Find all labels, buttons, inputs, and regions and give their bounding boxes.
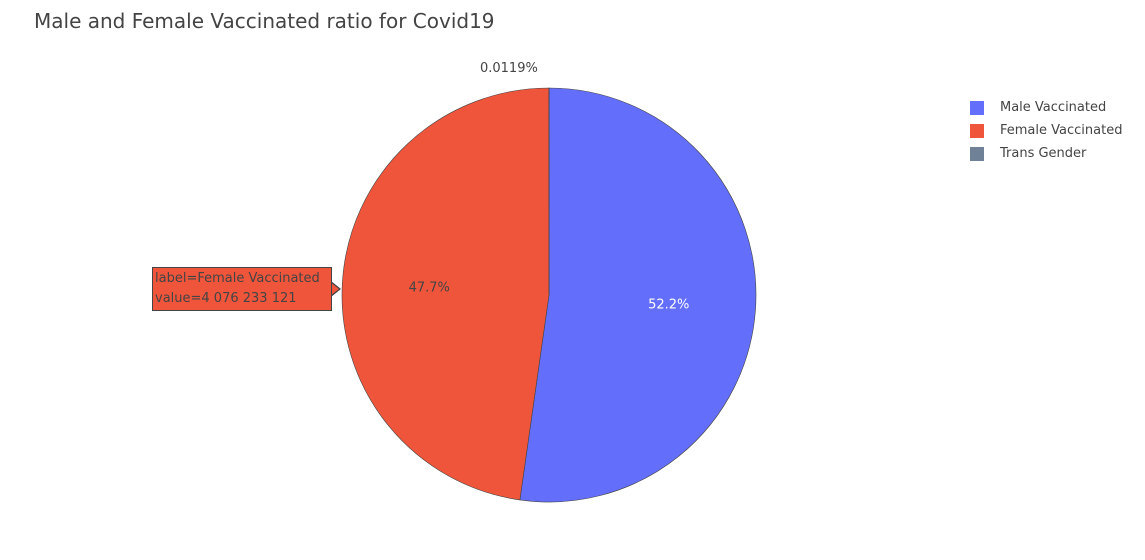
hover-tooltip-arrow-fill — [330, 282, 339, 296]
legend-item-trans[interactable]: Trans Gender — [970, 142, 1122, 165]
chart-title: Male and Female Vaccinated ratio for Cov… — [34, 9, 495, 33]
hover-tooltip: label=Female Vaccinated value=4 076 233 … — [152, 267, 332, 311]
legend-swatch-trans — [970, 146, 984, 161]
slice-percent-label-2: 0.0119% — [480, 61, 538, 76]
legend-label-trans: Trans Gender — [1000, 146, 1087, 161]
pie-labels: 52.2% 47.7% 0.0119% — [409, 61, 690, 312]
pie-slice-0[interactable] — [519, 87, 757, 503]
legend-label-female: Female Vaccinated — [1000, 123, 1123, 138]
hover-tooltip-value: value=4 076 233 121 — [155, 291, 297, 306]
legend-item-male[interactable]: Male Vaccinated — [970, 96, 1122, 119]
slice-percent-label-0: 52.2% — [648, 297, 689, 312]
legend-label-male: Male Vaccinated — [1000, 100, 1107, 115]
slice-percent-label-1: 47.7% — [409, 281, 450, 296]
legend-item-female[interactable]: Female Vaccinated — [970, 119, 1122, 142]
legend-swatch-male — [970, 100, 984, 115]
legend: Male Vaccinated Female Vaccinated Trans … — [970, 96, 1122, 165]
legend-swatch-female — [970, 123, 984, 138]
hover-tooltip-label: label=Female Vaccinated — [155, 271, 320, 286]
pie-slice-1[interactable] — [341, 87, 550, 501]
pie-slices — [341, 87, 757, 503]
